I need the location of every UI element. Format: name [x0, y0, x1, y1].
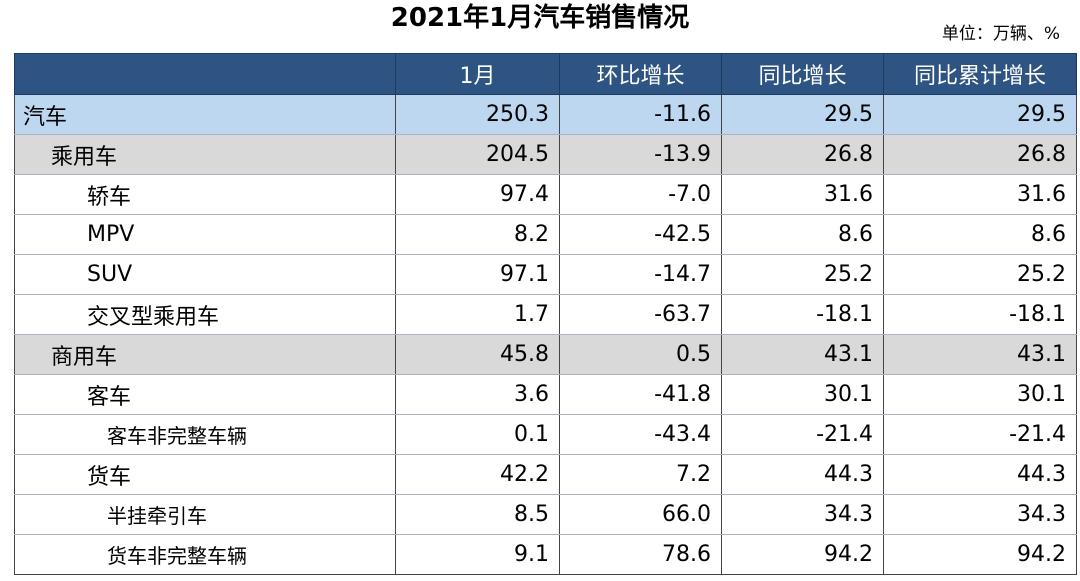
cell-yoy-growth: 26.8: [721, 134, 884, 175]
row-label: MPV: [14, 214, 396, 255]
unit-label: 单位：万辆、%: [941, 24, 1060, 44]
table-row: 轿车 97.4 -7.0 31.6 31.6: [14, 174, 1077, 215]
cell-mom-growth: 66.0: [559, 494, 722, 535]
cell-yoy-growth: 8.6: [721, 214, 884, 255]
table-row: 汽车 250.3 -11.6 29.5 29.5: [14, 94, 1077, 135]
header-yoy-growth: 同比增长: [721, 53, 884, 95]
row-label: 交叉型乘用车: [14, 294, 396, 335]
table-row: 货车非完整车辆 9.1 78.6 94.2 94.2: [14, 534, 1077, 575]
table-row: SUV 97.1 -14.7 25.2 25.2: [14, 254, 1077, 295]
cell-mom-growth: 7.2: [559, 454, 722, 495]
table-row: 乘用车 204.5 -13.9 26.8 26.8: [14, 134, 1077, 175]
cell-mom-growth: -63.7: [559, 294, 722, 335]
cell-mom-growth: 78.6: [559, 534, 722, 575]
cell-cumulative-yoy-growth: 31.6: [883, 174, 1077, 215]
row-label: 货车非完整车辆: [14, 534, 396, 575]
cell-january: 204.5: [395, 134, 560, 175]
cell-yoy-growth: 29.5: [721, 94, 884, 135]
cell-january: 42.2: [395, 454, 560, 495]
table-row: 货车 42.2 7.2 44.3 44.3: [14, 454, 1077, 495]
cell-mom-growth: -7.0: [559, 174, 722, 215]
cell-cumulative-yoy-growth: 34.3: [883, 494, 1077, 535]
header-category: [14, 53, 396, 95]
cell-january: 8.2: [395, 214, 560, 255]
cell-cumulative-yoy-growth: 44.3: [883, 454, 1077, 495]
cell-january: 8.5: [395, 494, 560, 535]
cell-yoy-growth: 94.2: [721, 534, 884, 575]
row-label: 半挂牵引车: [14, 494, 396, 535]
cell-cumulative-yoy-growth: 26.8: [883, 134, 1077, 175]
row-label: 乘用车: [14, 134, 396, 175]
cell-cumulative-yoy-growth: -18.1: [883, 294, 1077, 335]
cell-january: 45.8: [395, 334, 560, 375]
cell-mom-growth: -14.7: [559, 254, 722, 295]
cell-january: 9.1: [395, 534, 560, 575]
header-january: 1月: [395, 53, 560, 95]
table-header-row: 1月 环比增长 同比增长 同比累计增长: [14, 53, 1077, 95]
table-body: 汽车 250.3 -11.6 29.5 29.5 乘用车 204.5 -13.9…: [14, 94, 1077, 575]
cell-cumulative-yoy-growth: 30.1: [883, 374, 1077, 415]
cell-mom-growth: -43.4: [559, 414, 722, 455]
cell-january: 3.6: [395, 374, 560, 415]
cell-cumulative-yoy-growth: -21.4: [883, 414, 1077, 455]
cell-cumulative-yoy-growth: 8.6: [883, 214, 1077, 255]
table-row: 交叉型乘用车 1.7 -63.7 -18.1 -18.1: [14, 294, 1077, 335]
cell-cumulative-yoy-growth: 94.2: [883, 534, 1077, 575]
table-row: 半挂牵引车 8.5 66.0 34.3 34.3: [14, 494, 1077, 535]
row-label: 轿车: [14, 174, 396, 215]
row-label: 客车非完整车辆: [14, 414, 396, 455]
cell-january: 250.3: [395, 94, 560, 135]
cell-january: 97.1: [395, 254, 560, 295]
cell-yoy-growth: -18.1: [721, 294, 884, 335]
sales-table: 1月 环比增长 同比增长 同比累计增长 汽车 250.3 -11.6 29.5 …: [14, 53, 1077, 575]
cell-mom-growth: -41.8: [559, 374, 722, 415]
cell-cumulative-yoy-growth: 25.2: [883, 254, 1077, 295]
table-row: 商用车 45.8 0.5 43.1 43.1: [14, 334, 1077, 375]
cell-mom-growth: 0.5: [559, 334, 722, 375]
cell-yoy-growth: 43.1: [721, 334, 884, 375]
cell-yoy-growth: -21.4: [721, 414, 884, 455]
row-label: 商用车: [14, 334, 396, 375]
row-label: 汽车: [14, 94, 396, 135]
row-label: 货车: [14, 454, 396, 495]
cell-cumulative-yoy-growth: 29.5: [883, 94, 1077, 135]
table-row: 客车非完整车辆 0.1 -43.4 -21.4 -21.4: [14, 414, 1077, 455]
cell-january: 1.7: [395, 294, 560, 335]
cell-yoy-growth: 30.1: [721, 374, 884, 415]
cell-yoy-growth: 44.3: [721, 454, 884, 495]
cell-mom-growth: -11.6: [559, 94, 722, 135]
cell-cumulative-yoy-growth: 43.1: [883, 334, 1077, 375]
cell-mom-growth: -42.5: [559, 214, 722, 255]
table-row: 客车 3.6 -41.8 30.1 30.1: [14, 374, 1077, 415]
cell-yoy-growth: 31.6: [721, 174, 884, 215]
page-title: 2021年1月汽车销售情况: [390, 3, 690, 33]
row-label: 客车: [14, 374, 396, 415]
cell-january: 97.4: [395, 174, 560, 215]
cell-january: 0.1: [395, 414, 560, 455]
row-label: SUV: [14, 254, 396, 295]
table-row: MPV 8.2 -42.5 8.6 8.6: [14, 214, 1077, 255]
header-cumulative-yoy-growth: 同比累计增长: [883, 53, 1077, 95]
header-mom-growth: 环比增长: [559, 53, 722, 95]
cell-mom-growth: -13.9: [559, 134, 722, 175]
cell-yoy-growth: 34.3: [721, 494, 884, 535]
cell-yoy-growth: 25.2: [721, 254, 884, 295]
